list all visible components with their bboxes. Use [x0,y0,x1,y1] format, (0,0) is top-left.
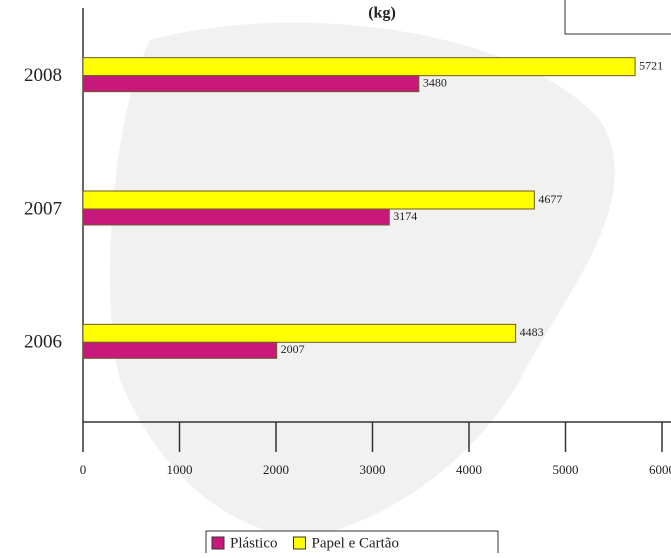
chart-title: (kg) [368,5,396,22]
bar [82,323,517,343]
y-tick-label: 2007 [24,198,62,219]
value-label: 5721 [639,58,663,72]
legend-swatch [211,536,225,550]
x-tick-label: 5000 [553,462,579,477]
legend-box [205,530,499,556]
value-label: 3174 [393,209,417,223]
legend-label: Plástico [230,535,278,551]
bar [82,190,535,210]
x-tick-label: 2000 [263,462,289,477]
legend-box-top [564,0,671,35]
value-label: 3480 [423,75,447,89]
value-label: 4677 [538,192,562,206]
x-tick-label: 3000 [360,462,386,477]
x-tick-label: 0 [80,462,87,477]
bar [82,208,390,226]
value-label: 2007 [281,342,305,356]
value-label: 4483 [520,325,544,339]
y-tick-label: 2006 [24,332,62,353]
y-tick-label: 2008 [24,65,62,86]
legend-swatch [293,536,306,550]
legend-label: Papel e Cartão [312,535,399,551]
background-leaf [110,22,615,541]
x-tick-label: 1000 [167,462,193,477]
x-tick-label: 6000 [649,462,671,477]
bar [82,75,420,93]
bar [82,341,278,359]
bar [82,57,636,77]
x-tick-label: 4000 [456,462,482,477]
